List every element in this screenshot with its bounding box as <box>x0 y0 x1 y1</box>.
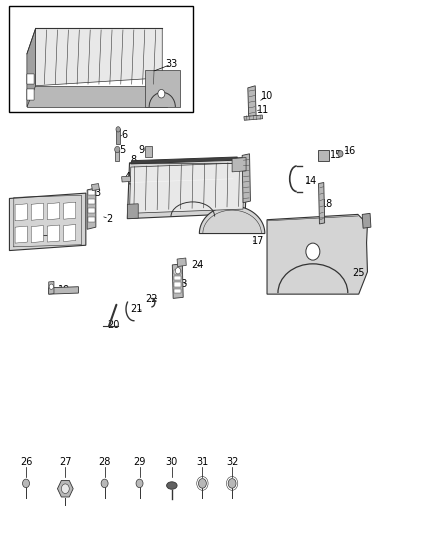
Text: 24: 24 <box>191 261 203 270</box>
Polygon shape <box>122 176 131 182</box>
Polygon shape <box>47 225 60 242</box>
Text: 15: 15 <box>330 150 342 160</box>
Polygon shape <box>232 158 246 172</box>
Text: 2: 2 <box>106 214 112 224</box>
Text: 3: 3 <box>95 188 101 198</box>
Bar <box>174 270 181 274</box>
Bar <box>27 90 34 100</box>
Text: 22: 22 <box>145 294 158 304</box>
Polygon shape <box>362 213 371 228</box>
Bar <box>27 74 34 84</box>
Circle shape <box>116 127 120 132</box>
Polygon shape <box>49 287 78 294</box>
Bar <box>174 289 181 293</box>
Text: 20: 20 <box>107 320 120 330</box>
Circle shape <box>175 268 180 274</box>
Bar <box>27 90 34 100</box>
Text: 27: 27 <box>59 457 71 467</box>
Polygon shape <box>130 175 234 184</box>
Text: 18: 18 <box>321 199 333 209</box>
Polygon shape <box>31 225 43 243</box>
Polygon shape <box>27 28 35 107</box>
Polygon shape <box>49 281 54 294</box>
Text: 23: 23 <box>176 279 188 288</box>
Polygon shape <box>248 86 256 118</box>
Text: 29: 29 <box>133 457 146 467</box>
Polygon shape <box>131 157 237 164</box>
Text: 30: 30 <box>166 457 178 467</box>
Text: 11: 11 <box>257 104 269 115</box>
Bar <box>88 208 95 213</box>
Polygon shape <box>127 204 138 219</box>
Text: 16: 16 <box>344 146 356 156</box>
Bar <box>174 276 181 280</box>
Circle shape <box>136 479 143 488</box>
Bar <box>88 190 95 195</box>
Polygon shape <box>27 86 166 107</box>
Polygon shape <box>318 182 325 224</box>
Circle shape <box>198 479 206 488</box>
Circle shape <box>228 479 236 488</box>
Polygon shape <box>172 264 183 298</box>
Bar <box>318 150 328 161</box>
Text: 5: 5 <box>119 144 125 155</box>
Text: 26: 26 <box>20 457 32 467</box>
Text: 13: 13 <box>234 170 246 180</box>
Bar <box>88 217 95 222</box>
Polygon shape <box>57 480 73 497</box>
Bar <box>10 6 193 112</box>
Polygon shape <box>47 203 60 220</box>
Bar <box>88 199 95 204</box>
Text: 1: 1 <box>32 231 38 241</box>
Bar <box>27 74 34 84</box>
Polygon shape <box>15 204 27 221</box>
Text: 25: 25 <box>353 268 365 278</box>
Circle shape <box>22 479 29 488</box>
Text: 31: 31 <box>196 457 208 467</box>
Bar <box>174 282 181 287</box>
Polygon shape <box>15 226 27 243</box>
Polygon shape <box>35 28 162 86</box>
Circle shape <box>101 479 108 488</box>
Text: 33: 33 <box>165 60 177 69</box>
Polygon shape <box>92 183 99 190</box>
Polygon shape <box>244 115 263 120</box>
Text: 12: 12 <box>178 183 190 193</box>
Bar <box>145 147 152 157</box>
Text: 8: 8 <box>130 155 136 165</box>
Bar <box>115 150 120 161</box>
Text: 10: 10 <box>261 91 273 101</box>
Text: 9: 9 <box>138 144 145 155</box>
Polygon shape <box>267 214 367 294</box>
Polygon shape <box>64 224 76 241</box>
Polygon shape <box>127 158 247 219</box>
Bar <box>117 130 120 144</box>
Circle shape <box>61 484 69 494</box>
Polygon shape <box>31 203 43 220</box>
Text: 32: 32 <box>226 457 238 467</box>
Polygon shape <box>145 70 180 107</box>
Polygon shape <box>64 202 76 219</box>
Circle shape <box>49 284 53 289</box>
Text: 19: 19 <box>58 286 70 295</box>
Text: 7: 7 <box>148 174 155 184</box>
Text: 14: 14 <box>304 176 317 187</box>
Polygon shape <box>242 154 251 203</box>
Polygon shape <box>177 258 186 266</box>
Circle shape <box>158 90 165 98</box>
Polygon shape <box>10 193 86 251</box>
Polygon shape <box>87 188 96 229</box>
Polygon shape <box>199 206 265 233</box>
Ellipse shape <box>166 482 177 489</box>
Text: 17: 17 <box>252 236 265 246</box>
Text: 28: 28 <box>99 457 111 467</box>
Polygon shape <box>130 163 244 213</box>
Text: 21: 21 <box>130 304 142 314</box>
Circle shape <box>115 147 120 153</box>
Circle shape <box>306 243 320 260</box>
Circle shape <box>338 151 343 157</box>
Text: 4: 4 <box>124 172 131 182</box>
Text: 6: 6 <box>121 130 127 140</box>
